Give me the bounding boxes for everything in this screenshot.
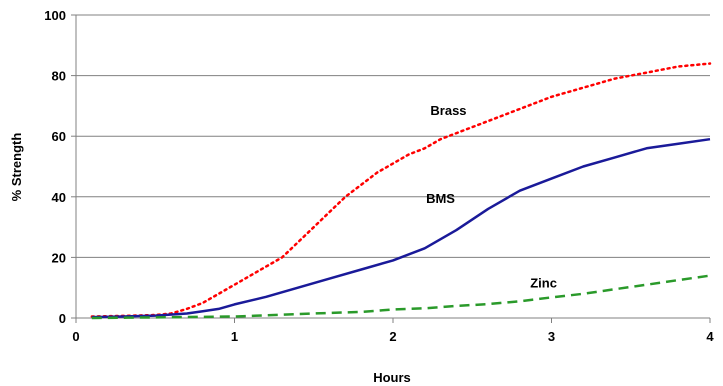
series-line-brass <box>90 62 712 318</box>
x-tick-label: 0 <box>72 329 79 344</box>
series-lines <box>90 62 712 320</box>
x-axis-title: Hours <box>373 370 411 385</box>
x-tick-label: 4 <box>706 329 714 344</box>
series-label-zinc: Zinc <box>530 276 557 291</box>
y-tick-label: 100 <box>44 8 66 23</box>
series-label-bms: BMS <box>426 191 455 206</box>
gridlines <box>76 14 710 258</box>
y-tick-label: 20 <box>52 250 66 265</box>
axes <box>71 14 711 323</box>
y-tick-label: 80 <box>52 69 66 84</box>
y-tick-label: 0 <box>59 311 66 326</box>
x-tick-label: 3 <box>548 329 555 344</box>
y-tick-label: 40 <box>52 190 66 205</box>
y-axis-title: % Strength <box>9 133 24 202</box>
series-line-zinc <box>91 274 711 320</box>
x-tick-label: 2 <box>389 329 396 344</box>
labels: 0 20 40 60 80 100 0 1 2 3 4 Brass BMS Zinc <box>44 8 714 344</box>
x-tick-label: 1 <box>231 329 238 344</box>
series-label-brass: Brass <box>430 103 466 118</box>
series-line-bms <box>91 137 711 319</box>
y-tick-label: 60 <box>52 129 66 144</box>
